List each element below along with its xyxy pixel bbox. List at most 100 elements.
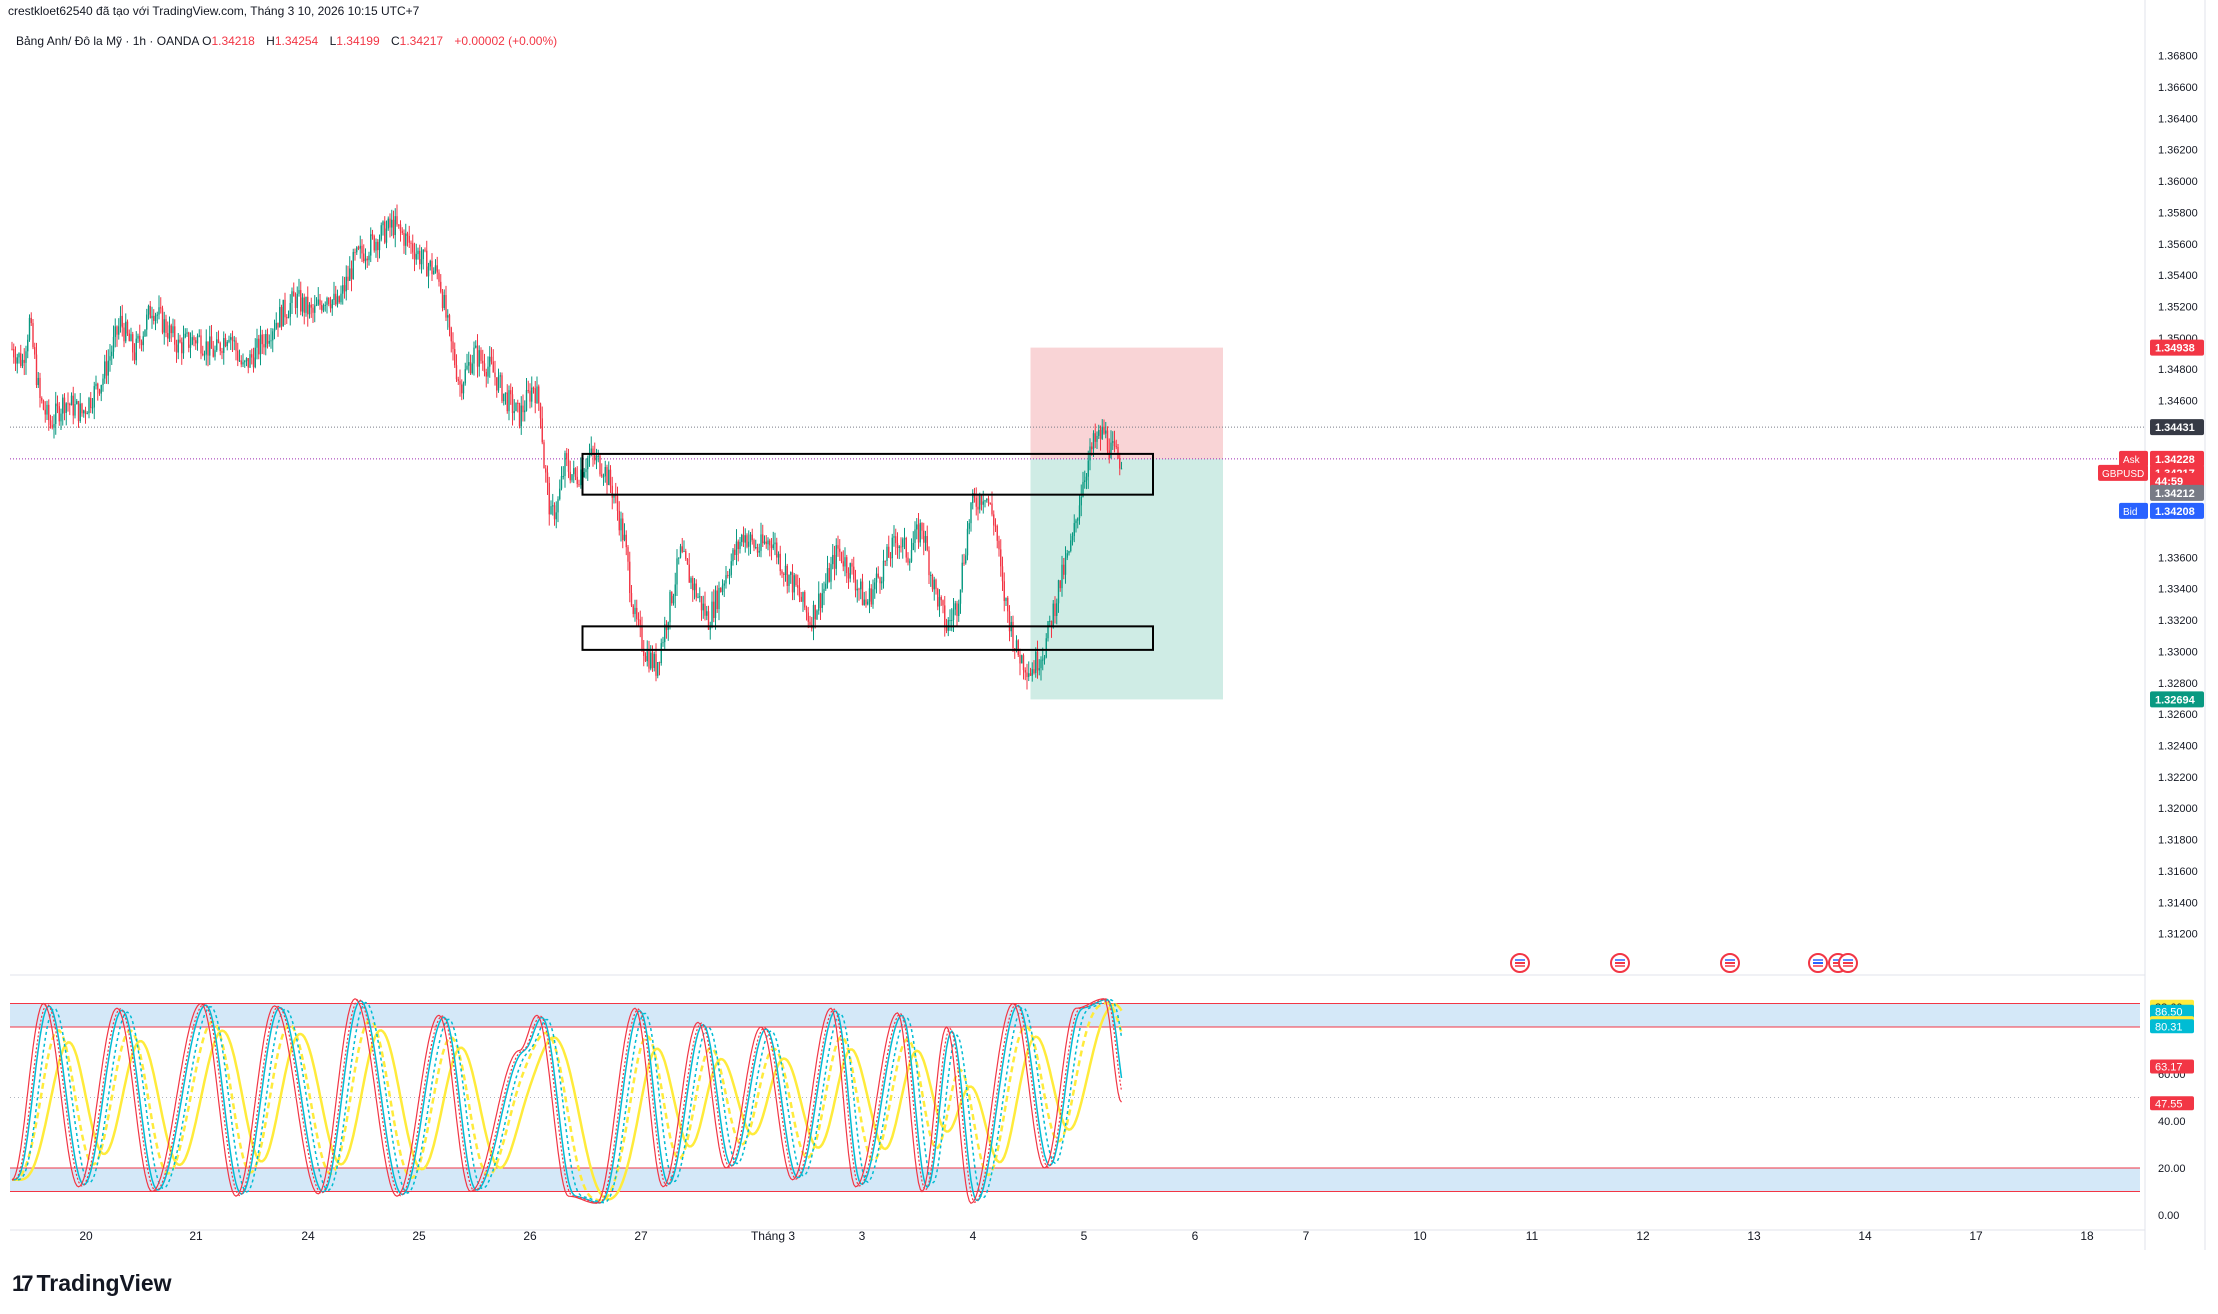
- candle-body: [156, 314, 158, 316]
- price-tick-label: 1.35600: [2158, 239, 2198, 251]
- candle-body: [620, 518, 622, 531]
- candle-body: [933, 579, 935, 590]
- candle-body: [847, 573, 850, 579]
- candle-body: [816, 610, 818, 620]
- candle-body: [501, 375, 503, 402]
- candle-body: [436, 265, 438, 273]
- candle-body: [727, 575, 729, 577]
- candle-body: [357, 247, 360, 249]
- tradingview-logo[interactable]: 17 TradingView: [12, 1270, 172, 1297]
- candle-body: [1050, 620, 1053, 627]
- candle-body: [104, 361, 106, 379]
- candle-body: [189, 344, 192, 348]
- candle-body: [919, 522, 921, 543]
- candle-body: [1014, 648, 1016, 650]
- candle-body: [1077, 518, 1079, 521]
- fast-signal-line: [12, 998, 1123, 1204]
- candle-body: [774, 542, 776, 545]
- candle-body: [195, 340, 197, 344]
- price-tick-label: 1.33200: [2158, 615, 2198, 627]
- candle-body: [893, 536, 895, 538]
- candle-body: [392, 219, 395, 236]
- candle-body: [886, 546, 888, 562]
- candle-body: [235, 340, 237, 351]
- candle-body: [440, 281, 442, 292]
- candle-body: [415, 254, 417, 260]
- candle-body: [1017, 640, 1019, 655]
- candle-body: [601, 474, 603, 477]
- candle-body: [497, 376, 500, 391]
- price-badge-value: 1.34228: [2155, 454, 2195, 466]
- candle-body: [914, 529, 916, 543]
- candle-body: [863, 599, 865, 606]
- candle-body: [345, 276, 347, 292]
- candle-body: [170, 325, 172, 334]
- candle-body: [837, 545, 839, 549]
- candle-body: [74, 404, 76, 416]
- oscillator-tick-label: 0.00: [2158, 1210, 2179, 1222]
- candle-body: [515, 402, 517, 412]
- candle-body: [91, 407, 94, 409]
- candle-body: [979, 495, 981, 510]
- candle-body: [252, 357, 255, 368]
- candle-body: [767, 540, 769, 545]
- candle-body: [58, 406, 60, 422]
- candle-body: [88, 398, 90, 414]
- candle-body: [1101, 426, 1103, 439]
- candle-body: [382, 221, 384, 226]
- candle-body: [41, 398, 43, 401]
- candle-body: [140, 341, 143, 346]
- oscillator-badge-value: 47.55: [2155, 1098, 2183, 1110]
- high-value: 1.34254: [274, 34, 319, 48]
- candle-body: [693, 583, 696, 591]
- candle-body: [800, 596, 802, 602]
- candle-body: [662, 642, 664, 644]
- candle-body: [287, 316, 290, 319]
- candle-body: [256, 338, 258, 348]
- candle-body: [154, 315, 157, 321]
- candle-body: [384, 221, 386, 243]
- candle-body: [84, 410, 87, 414]
- candle-body: [905, 537, 907, 558]
- symbol-info-bar[interactable]: Bảng Anh/ Đô la Mỹ · 1h · OANDA O1.34218…: [16, 34, 565, 48]
- candle-body: [692, 578, 694, 591]
- candle-body: [630, 593, 633, 606]
- symbol-name[interactable]: Bảng Anh/ Đô la Mỹ · 1h · OANDA: [16, 34, 199, 48]
- candle-body: [779, 553, 781, 572]
- candle-body: [517, 402, 519, 404]
- candle-body: [441, 291, 444, 308]
- candle-body: [681, 546, 683, 552]
- candle-body: [62, 397, 64, 414]
- candle-body: [720, 587, 722, 592]
- candle-body: [786, 565, 788, 586]
- candle-body: [954, 603, 956, 610]
- candle-body: [1040, 659, 1042, 669]
- candle-body: [737, 541, 739, 550]
- candle-body: [832, 554, 834, 565]
- candle-body: [788, 574, 790, 586]
- candle-body: [525, 390, 528, 411]
- candle-body: [1035, 651, 1037, 673]
- candle-body: [1047, 621, 1049, 639]
- candle-body: [868, 588, 871, 602]
- candle-body: [870, 588, 872, 605]
- oscillator-badge: [2150, 1004, 2194, 1019]
- candle-body: [562, 476, 564, 478]
- candle-body: [296, 293, 298, 308]
- candle-body: [203, 354, 206, 356]
- candle-body: [259, 334, 262, 355]
- candle-body: [716, 590, 718, 610]
- price-tick-label: 1.34600: [2158, 396, 2198, 408]
- time-tick-label: 11: [1526, 1229, 1539, 1243]
- candle-body: [963, 562, 965, 564]
- candle-body: [711, 601, 713, 628]
- candle-body: [578, 484, 580, 486]
- candle-body: [1028, 673, 1030, 678]
- candle-body: [1021, 655, 1023, 664]
- candle-body: [112, 336, 115, 352]
- candle-body: [303, 297, 305, 313]
- candle-body: [18, 353, 20, 358]
- time-tick-label: 25: [412, 1229, 426, 1243]
- candle-body: [865, 599, 867, 605]
